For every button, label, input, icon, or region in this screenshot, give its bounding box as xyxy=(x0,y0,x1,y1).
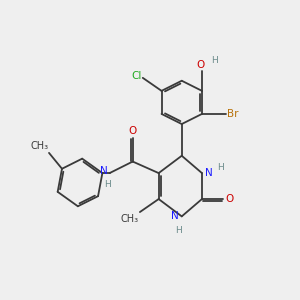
Text: O: O xyxy=(129,126,137,136)
Text: N: N xyxy=(206,168,213,178)
Text: H: H xyxy=(104,180,111,189)
Text: CH₃: CH₃ xyxy=(121,214,139,224)
Text: H: H xyxy=(211,56,218,65)
Text: N: N xyxy=(100,166,107,176)
Text: H: H xyxy=(175,226,182,235)
Text: H: H xyxy=(217,164,224,172)
Text: Cl: Cl xyxy=(131,71,141,81)
Text: Br: Br xyxy=(227,109,239,119)
Text: O: O xyxy=(196,60,205,70)
Text: O: O xyxy=(225,194,233,204)
Text: N: N xyxy=(170,212,178,221)
Text: CH₃: CH₃ xyxy=(30,141,48,151)
